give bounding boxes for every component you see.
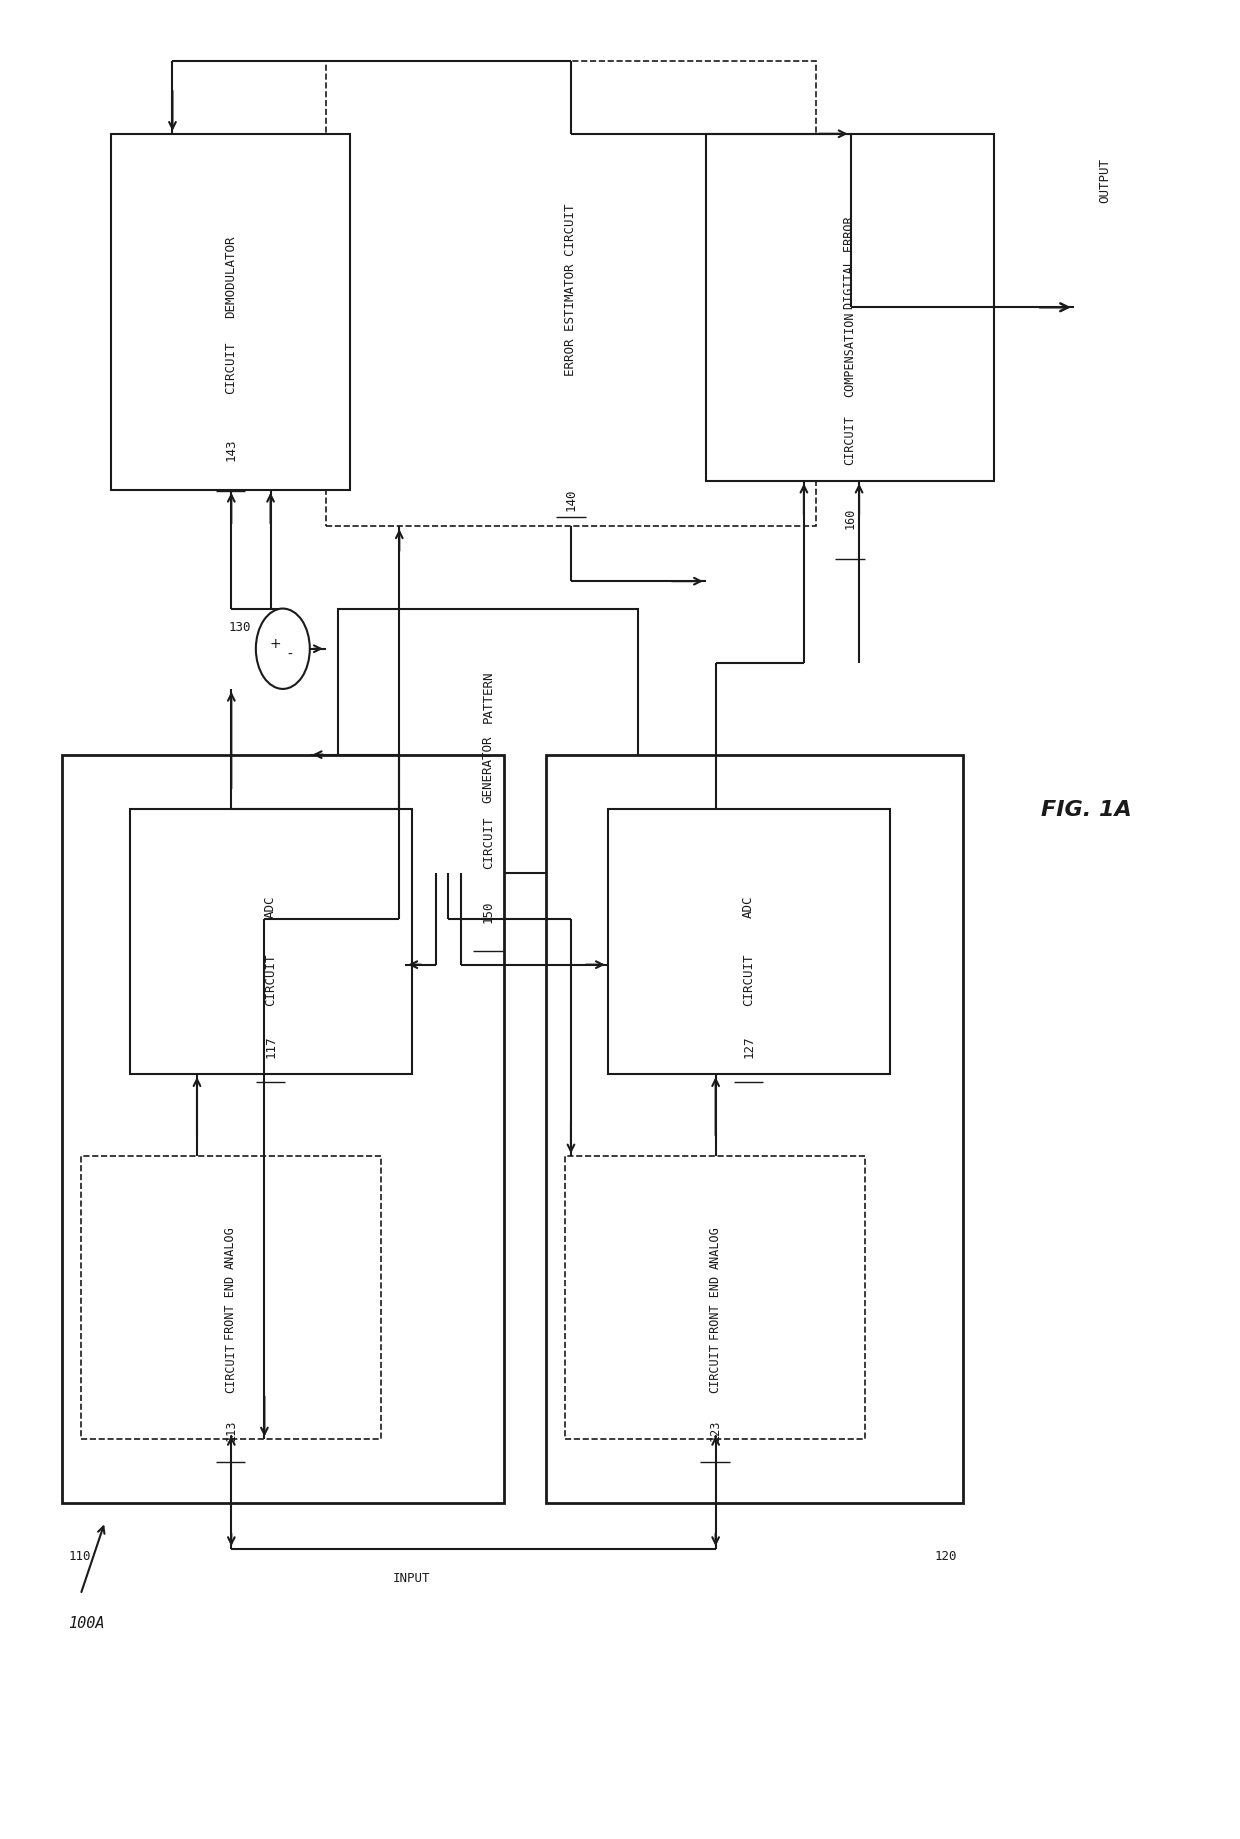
Text: 130: 130 [228,622,252,634]
FancyBboxPatch shape [326,63,816,528]
Text: ADC: ADC [743,894,755,918]
FancyBboxPatch shape [129,809,412,1074]
Text: CIRCUIT: CIRCUIT [743,953,755,1006]
Text: CIRCUIT: CIRCUIT [843,414,857,465]
FancyBboxPatch shape [608,809,890,1074]
Text: FRONT END: FRONT END [224,1274,237,1339]
FancyBboxPatch shape [112,134,350,491]
Text: ADC: ADC [264,894,277,918]
Text: COMPENSATION: COMPENSATION [843,311,857,397]
Text: CIRCUIT: CIRCUIT [224,1342,237,1392]
Text: 127: 127 [743,1035,755,1057]
Text: 140: 140 [564,489,578,511]
Text: ANALOG: ANALOG [708,1227,722,1269]
FancyBboxPatch shape [81,1157,381,1440]
Text: -: - [288,647,293,662]
Text: DEMODULATOR: DEMODULATOR [224,235,237,318]
Text: CIRCUIT: CIRCUIT [264,953,277,1006]
Text: ANALOG: ANALOG [224,1227,237,1269]
Text: CIRCUIT: CIRCUIT [708,1342,722,1392]
FancyBboxPatch shape [62,756,503,1504]
FancyBboxPatch shape [547,756,963,1504]
Text: 120: 120 [935,1548,957,1561]
Text: 123: 123 [708,1420,722,1440]
Text: INPUT: INPUT [393,1571,430,1583]
Text: CIRCUIT: CIRCUIT [481,817,495,868]
Text: CIRCUIT: CIRCUIT [224,342,237,394]
Text: FRONT END: FRONT END [708,1274,722,1339]
Text: 100A: 100A [68,1615,104,1629]
Text: FIG. 1A: FIG. 1A [1040,800,1131,820]
Text: DIGITAL ERROR: DIGITAL ERROR [843,217,857,309]
Text: 110: 110 [68,1548,91,1561]
Text: ERROR ESTIMATOR CIRCUIT: ERROR ESTIMATOR CIRCUIT [564,204,578,375]
Text: 150: 150 [481,899,495,923]
FancyBboxPatch shape [706,134,994,482]
Text: GENERATOR: GENERATOR [481,736,495,802]
Text: OUTPUT: OUTPUT [1097,158,1111,202]
Text: 160: 160 [843,508,857,528]
Text: 113: 113 [224,1420,237,1440]
Text: 117: 117 [264,1035,277,1057]
Text: PATTERN: PATTERN [481,669,495,723]
Text: 143: 143 [224,438,237,462]
FancyBboxPatch shape [565,1157,866,1440]
FancyBboxPatch shape [339,609,639,874]
Circle shape [255,609,310,690]
Text: +: + [269,636,281,651]
